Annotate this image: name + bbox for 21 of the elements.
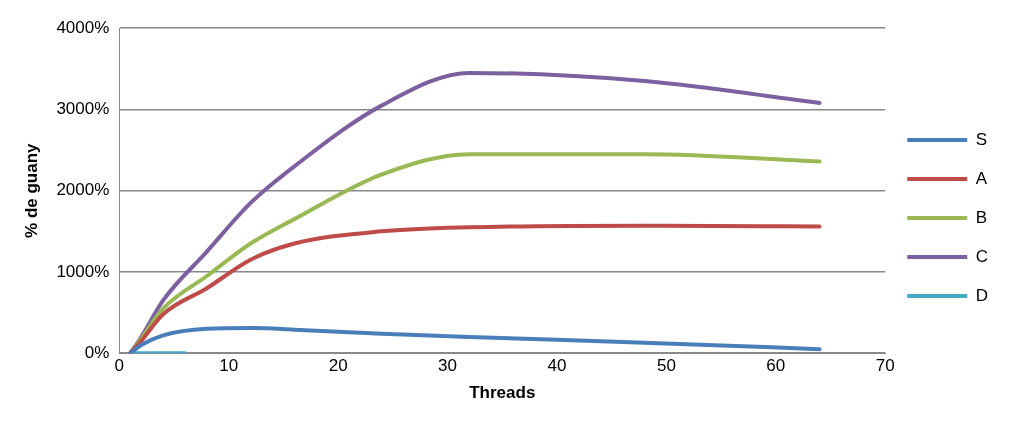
x-tick-label: 0 <box>114 356 125 376</box>
x-tick-label: 30 <box>438 356 458 376</box>
x-tick-label: 40 <box>547 356 567 376</box>
x-tick-label: 10 <box>219 356 239 376</box>
legend-label: B <box>975 207 988 227</box>
x-tick-label: 70 <box>875 356 895 376</box>
y-tick-label: 0% <box>84 342 110 362</box>
y-axis-title: % de guany <box>21 142 41 238</box>
legend-label: C <box>975 246 988 266</box>
legend-label: D <box>975 285 988 305</box>
legend-label: S <box>975 129 988 149</box>
x-axis-title: Threads <box>469 383 536 403</box>
x-tick-label: 60 <box>766 356 786 376</box>
x-tick-label: 50 <box>656 356 676 376</box>
y-tick-label: 4000% <box>56 17 110 37</box>
legend-label: A <box>975 168 988 188</box>
y-tick-label: 1000% <box>56 261 110 281</box>
x-tick-label: 20 <box>328 356 348 376</box>
y-tick-label: 2000% <box>56 180 110 200</box>
line-series <box>128 326 822 354</box>
y-tick-label: 3000% <box>56 99 110 119</box>
